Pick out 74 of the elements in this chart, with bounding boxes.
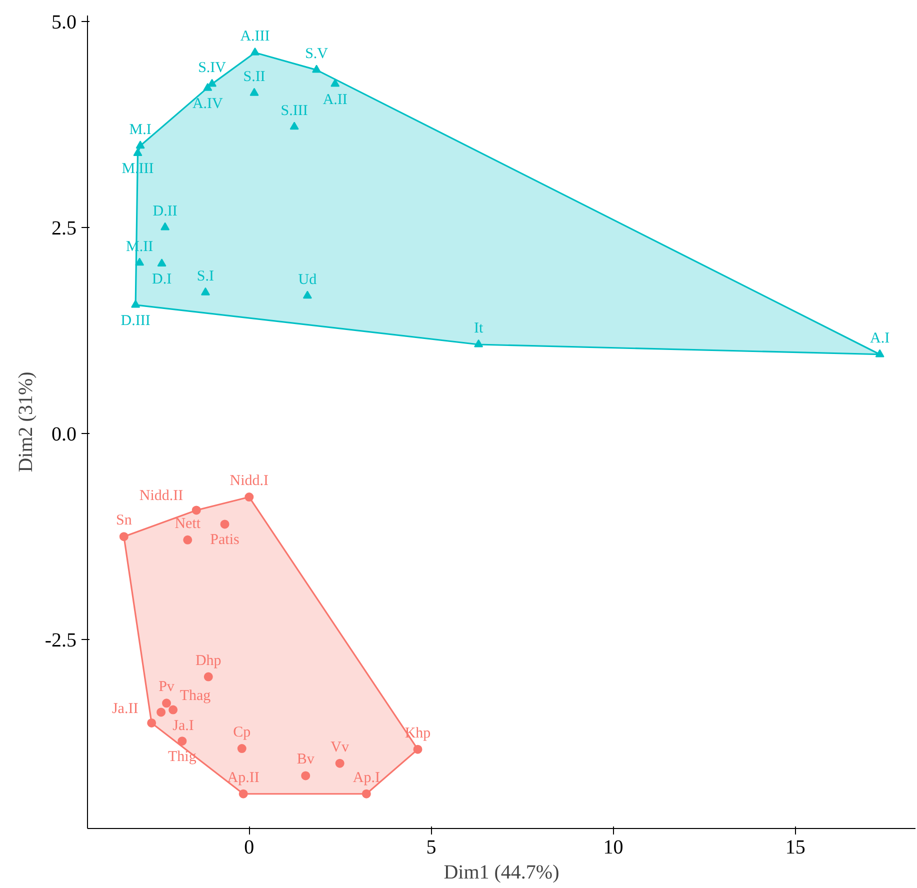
data-label: S.V (305, 46, 328, 62)
point (301, 771, 310, 780)
point (160, 222, 170, 230)
point (192, 506, 201, 515)
data-label: Sn (116, 512, 132, 529)
point (183, 535, 192, 544)
point (131, 300, 140, 308)
data-label: D.III (120, 312, 150, 329)
point (244, 492, 254, 502)
data-label: Nidd.II (139, 488, 184, 504)
point (250, 47, 260, 56)
data-label: Ja.I (172, 718, 194, 734)
point (474, 339, 484, 348)
point (157, 258, 166, 266)
point (133, 148, 142, 156)
data-label: Thag (180, 688, 212, 704)
data-label: D.II (152, 203, 178, 220)
x-axis-title: Dim1 (44.7%) (444, 862, 560, 884)
point (162, 698, 172, 708)
y-tick-label: 2.5 (52, 217, 76, 240)
x-tick-label: 5 (426, 836, 436, 858)
data-label: A.III (240, 28, 270, 45)
point (362, 789, 371, 798)
y-tick-label: 5.0 (52, 11, 76, 34)
data-label: M.I (129, 122, 152, 138)
point (312, 64, 322, 73)
data-label: Ap.I (352, 770, 380, 786)
data-label: Nett (174, 516, 202, 532)
data-label: Thig (168, 749, 197, 766)
data-label: Patis (210, 532, 240, 548)
x-tick-label: 15 (785, 836, 806, 858)
point (200, 287, 210, 296)
point (178, 736, 187, 746)
data-label: D.I (152, 272, 172, 288)
point (136, 140, 145, 149)
data-label: Vv (330, 739, 350, 756)
point (156, 708, 166, 717)
data-label: It (474, 320, 484, 336)
point (237, 744, 246, 754)
point (335, 758, 344, 768)
point (204, 672, 213, 682)
point (203, 82, 212, 91)
y-tick-label: 0.0 (52, 424, 76, 446)
point (302, 290, 312, 299)
data-label: Ap.II (227, 770, 260, 786)
data-label: Dhp (195, 652, 222, 669)
x-tick-label: 0 (244, 836, 254, 858)
data-label: A.II (322, 92, 348, 108)
point (413, 744, 422, 754)
point (168, 705, 178, 714)
data-label: Cp (233, 724, 251, 741)
data-label: Ud (298, 272, 318, 288)
data-label: Ja.II (112, 700, 138, 717)
x-tick-label: 10 (603, 836, 624, 858)
data-label: Nidd.I (230, 473, 269, 490)
data-label: A.IV (192, 96, 224, 112)
y-axis-title: Dim2 (31%) (14, 372, 37, 472)
point (238, 789, 248, 798)
data-label: S.III (280, 102, 308, 119)
point (135, 258, 144, 266)
y-tick-label: -2.5 (44, 630, 77, 652)
point (330, 78, 340, 87)
point (147, 718, 156, 728)
point (290, 122, 299, 130)
data-label: Bv (296, 752, 315, 768)
point (250, 88, 259, 96)
data-label: S.I (196, 268, 214, 285)
data-label: Pv (158, 679, 175, 696)
data-label: S.IV (198, 60, 226, 76)
point (220, 520, 230, 529)
point (875, 349, 884, 358)
data-label: S.II (243, 69, 266, 86)
point (119, 532, 128, 542)
data-label: A.I (870, 330, 890, 346)
